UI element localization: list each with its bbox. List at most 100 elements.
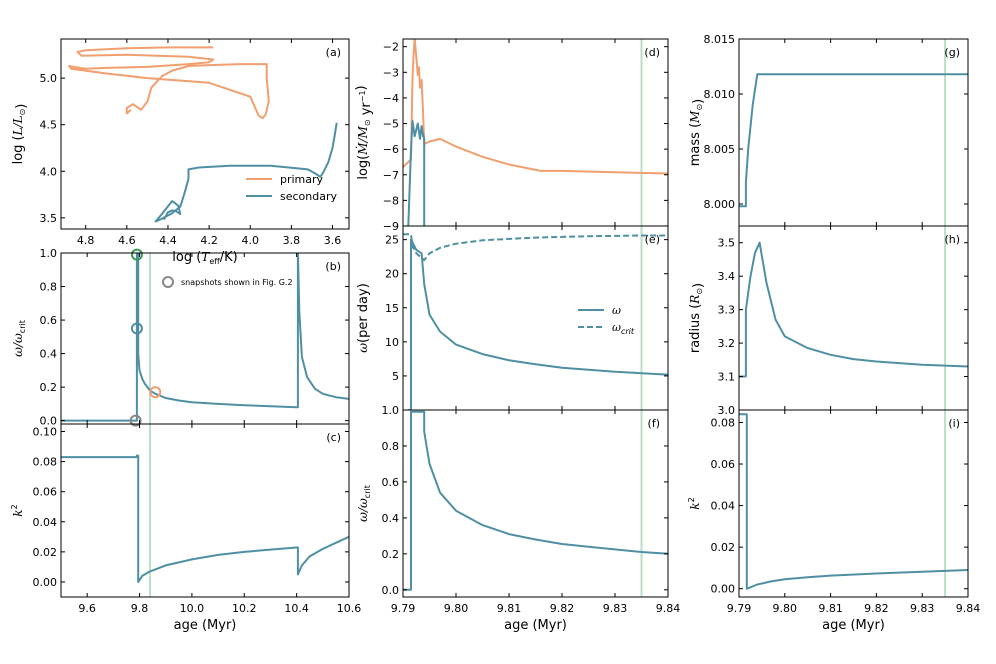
series-secondary (403, 410, 668, 591)
y-tick-label: 0.00 (711, 583, 736, 596)
y-tick-label: 0.6 (40, 314, 58, 327)
plot-area (739, 241, 968, 378)
axes-frame (60, 38, 350, 230)
y-tick-label: 15 (385, 302, 399, 315)
panel-a: 3.5 4.0 4.5 5.0 4.8 4.6 4.4 4.2 4.0 3.8 3.6 (a) log … (11, 38, 350, 266)
x-tick-label: 3.6 (324, 234, 342, 247)
snapshot-marker-3 (129, 414, 142, 427)
y-tick-label: 0.02 (33, 546, 58, 559)
panel-label: (e) (645, 233, 660, 246)
x-tick-label: 10.4 (284, 602, 309, 615)
plot-area (403, 39, 668, 226)
y-tick-label: 0.6 (382, 476, 400, 489)
panel-g: 8.000 8.005 8.010 8.015 (g) mass (M⊙) (688, 33, 969, 227)
y-tick-label: 3.5 (718, 237, 736, 250)
legend-snapshot-marker (162, 276, 174, 288)
panel-label: (d) (644, 46, 660, 59)
y-axis-label: ω/ωcrit (11, 320, 27, 357)
x-tick-label: 9.79 (391, 602, 416, 615)
y-tick-label: 8.005 (704, 143, 736, 156)
y-tick-label: 0.06 (33, 486, 58, 499)
series-secondary (61, 454, 349, 583)
series-omega_crit (403, 233, 668, 262)
y-tick-label: 0.10 (33, 426, 58, 439)
x-tick-label: 9.81 (497, 602, 522, 615)
x-tick-label: 9.83 (603, 602, 628, 615)
snapshot-marker-1 (130, 322, 143, 335)
x-tick-label: 9.80 (444, 602, 469, 615)
series-secondary (739, 73, 968, 208)
y-axis-label: radius (R⊙) (688, 283, 706, 353)
y-tick-label: 4.0 (40, 165, 58, 178)
plot-area (739, 413, 968, 590)
x-tick-label: 9.84 (656, 602, 681, 615)
x-tick-label: 9.8 (131, 602, 149, 615)
series-secondary (739, 413, 968, 590)
x-tick-label: 3.8 (283, 234, 301, 247)
axes-frame (738, 225, 969, 411)
y-tick-label: 0.0 (382, 584, 400, 597)
y-axis-label: log (L/L⊙) (11, 104, 29, 165)
y-tick-label: 0.08 (33, 456, 58, 469)
panel-e: 5 10 15 20 25 (e) ω(per day) (356, 225, 669, 411)
panel-label: (a) (326, 46, 341, 59)
axes-frame (402, 409, 669, 598)
y-tick-label: −4 (383, 92, 399, 105)
series-primary (68, 46, 270, 120)
snapshot-marker-2 (149, 386, 162, 399)
panel-b: 0.0 0.2 0.4 0.6 0.8 1.0 (b) ω/ωcrit (11, 247, 350, 428)
series-secondary (154, 122, 338, 223)
x-tick-label: 4.0 (242, 234, 260, 247)
y-tick-label: 0.08 (711, 416, 736, 429)
y-tick-label: 3.2 (718, 337, 736, 350)
y-tick-label: 3.4 (718, 270, 736, 283)
y-tick-label: 5.0 (40, 72, 58, 85)
y-axis-label: k2 (10, 504, 25, 516)
y-tick-label: 0.04 (711, 500, 736, 513)
axes-frame (738, 38, 969, 227)
plot-area (68, 46, 338, 223)
x-tick-label: 10.2 (232, 602, 257, 615)
axes-frame (60, 423, 350, 598)
y-tick-label: 0.2 (382, 548, 400, 561)
x-tick-label: 4.8 (77, 234, 95, 247)
y-tick-label: 0.02 (711, 541, 736, 554)
y-tick-label: 3.5 (40, 212, 58, 225)
y-tick-label: −2 (383, 41, 399, 54)
snapshot-marker-0 (130, 248, 143, 261)
legend-primary-label: primary (280, 173, 324, 186)
plot-area (61, 253, 349, 422)
y-tick-label: −5 (383, 118, 399, 131)
x-axis-label: age (Myr) (822, 618, 885, 633)
axes-frame (738, 409, 969, 598)
y-tick-label: 0.06 (711, 458, 736, 471)
axes-frame (402, 38, 669, 227)
y-tick-label: −7 (383, 169, 399, 182)
legend-secondary-label: secondary (280, 190, 337, 203)
y-tick-label: −9 (383, 220, 399, 233)
y-tick-label: 8.010 (704, 88, 736, 101)
x-tick-label: 4.6 (118, 234, 136, 247)
panel-c: 0.00 0.02 0.04 0.06 0.08 0.10 9.6 9.8 10.0 10.2 10… (10, 423, 362, 633)
y-tick-label: 25 (385, 234, 399, 247)
x-axis-label: age (Myr) (174, 618, 237, 633)
x-tick-label: 9.82 (550, 602, 575, 615)
plot-area (403, 233, 668, 410)
panel-label: (c) (326, 431, 341, 444)
x-tick-label: 10.6 (337, 602, 362, 615)
y-tick-label: 1.0 (40, 247, 58, 260)
y-tick-label: 0.8 (40, 281, 58, 294)
x-tick-label: 10.0 (180, 602, 205, 615)
panel-label: (b) (325, 260, 341, 273)
y-tick-label: 0.00 (33, 576, 58, 589)
y-axis-label: ω(per day) (356, 283, 371, 353)
panel-label: (f) (648, 417, 660, 430)
panel-d: −9 −8 −7 −6 −5 −4 −3 −2 (d) log(Ṁ/M⊙ yr−1) (354, 38, 669, 233)
y-tick-label: 0.4 (382, 512, 400, 525)
x-tick-label: 4.2 (200, 234, 218, 247)
y-tick-label: 0.2 (40, 381, 58, 394)
panel-label: (g) (944, 46, 960, 59)
y-axis-label: ω/ωcrit (356, 485, 372, 522)
series-secondary (407, 120, 426, 226)
